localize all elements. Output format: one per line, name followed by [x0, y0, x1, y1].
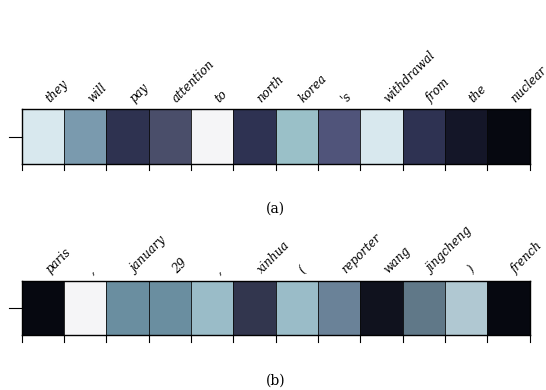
Bar	[22, 109, 64, 164]
Text: wang: wang	[382, 245, 413, 277]
Text: north: north	[254, 73, 287, 105]
Bar	[106, 109, 149, 164]
Text: ): )	[466, 264, 479, 277]
Text: (: (	[297, 264, 310, 277]
Bar	[402, 109, 445, 164]
Bar	[191, 281, 234, 335]
Text: xinhua: xinhua	[254, 239, 292, 277]
Bar	[22, 281, 64, 335]
Bar	[318, 109, 360, 164]
Bar	[276, 281, 318, 335]
Text: paris: paris	[43, 246, 73, 277]
Text: january: january	[128, 235, 169, 277]
Text: 's: 's	[339, 89, 355, 105]
Text: will: will	[85, 81, 110, 105]
Text: pay: pay	[128, 81, 152, 105]
Bar	[191, 109, 234, 164]
Bar	[106, 281, 149, 335]
Bar	[64, 109, 106, 164]
Bar	[445, 109, 487, 164]
Bar	[360, 109, 402, 164]
Text: they: they	[43, 77, 70, 105]
Bar	[149, 109, 191, 164]
Text: withdrawal: withdrawal	[382, 48, 438, 105]
Bar	[234, 109, 276, 164]
Text: ,: ,	[212, 264, 224, 277]
Bar	[487, 281, 530, 335]
Bar	[445, 281, 487, 335]
Text: attention: attention	[170, 57, 218, 105]
Bar	[64, 281, 106, 335]
Text: the: the	[466, 82, 489, 105]
Text: to: to	[212, 87, 230, 105]
Bar	[318, 281, 360, 335]
Text: (a): (a)	[266, 202, 286, 216]
Bar	[276, 109, 318, 164]
Text: ,: ,	[85, 264, 97, 277]
Text: from: from	[424, 76, 453, 105]
Bar	[487, 109, 530, 164]
Text: (b): (b)	[266, 374, 286, 388]
Bar	[360, 281, 402, 335]
Bar	[149, 281, 191, 335]
Bar	[234, 281, 276, 335]
Text: reporter: reporter	[339, 232, 384, 277]
Text: jingcheng: jingcheng	[424, 225, 474, 277]
Text: french: french	[508, 240, 545, 277]
Text: 29: 29	[170, 257, 190, 277]
Text: nuclear: nuclear	[508, 64, 546, 105]
Text: korea: korea	[297, 72, 330, 105]
Bar	[402, 281, 445, 335]
